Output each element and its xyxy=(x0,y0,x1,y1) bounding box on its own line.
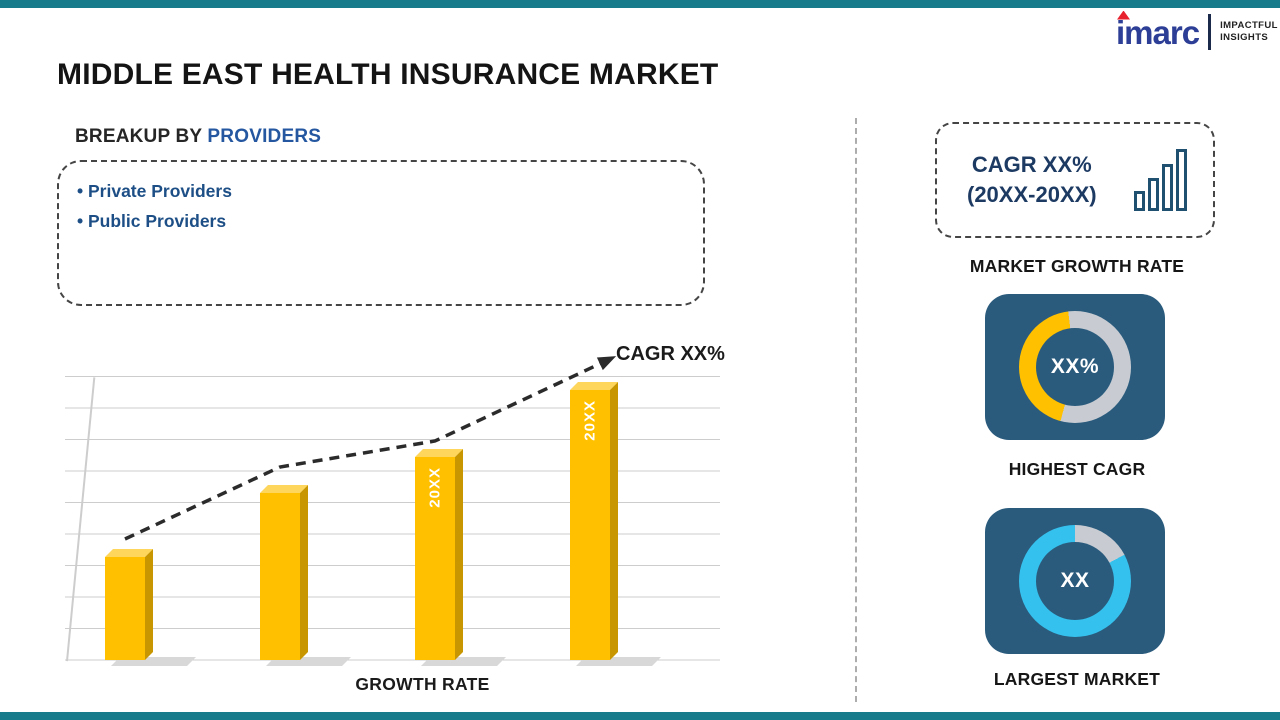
page-title: MIDDLE EAST HEALTH INSURANCE MARKET xyxy=(57,58,719,91)
largest-market-value: XX xyxy=(1060,569,1090,592)
logo-tagline: IMPACTFUL INSIGHTS xyxy=(1220,20,1278,45)
chart-bar-1 xyxy=(105,557,145,660)
largest-market-label: LARGEST MARKET xyxy=(993,669,1161,689)
breakup-heading-prefix: BREAKUP BY xyxy=(75,126,208,147)
donut-hole xyxy=(1036,328,1114,406)
breakup-heading: BREAKUP BY PROVIDERS xyxy=(75,126,321,148)
highest-cagr-tile: XX% xyxy=(985,294,1165,440)
cagr-growth-box: CAGR XX% (20XX-20XX) xyxy=(935,122,1215,238)
section-divider xyxy=(855,118,857,702)
cagr-annotation: CAGR XX% xyxy=(616,343,725,365)
bar-plot: 20XX 20XX xyxy=(60,340,732,700)
market-growth-rate-label: MARKET GROWTH RATE xyxy=(969,256,1185,276)
highest-cagr-value: XX% xyxy=(1050,355,1100,378)
bar-icon-segment xyxy=(1134,191,1145,211)
largest-market-donut-chart: XX xyxy=(1019,525,1131,637)
chart-x-axis-label: GROWTH RATE xyxy=(355,674,490,694)
imarc-logo: imarc IMPACTFUL INSIGHTS xyxy=(1116,10,1278,51)
bar-icon-segment xyxy=(1148,178,1159,211)
bar-year-label: 20XX xyxy=(581,400,599,441)
donut-hole xyxy=(1036,542,1114,620)
logo-tagline-line2: INSIGHTS xyxy=(1220,32,1269,43)
logo-red-accent-icon xyxy=(1117,10,1130,20)
chart-bar-2 xyxy=(260,493,300,660)
logo-wordmark: imarc xyxy=(1116,10,1200,51)
highest-cagr-label: HIGHEST CAGR xyxy=(1008,459,1146,479)
largest-market-tile: XX xyxy=(985,508,1165,654)
providers-list: • Private Providers • Public Providers xyxy=(59,162,703,236)
provider-list-item: • Private Providers xyxy=(77,181,232,201)
growth-bar-chart: 20XX 20XX CAGR XX% GROWTH RATE xyxy=(60,340,732,700)
provider-list-item: • Public Providers xyxy=(77,211,227,231)
logo-divider xyxy=(1208,14,1212,50)
breakup-heading-highlight: PROVIDERS xyxy=(207,126,322,147)
bar-icon-segment xyxy=(1162,164,1173,211)
bar-icon-segment xyxy=(1176,149,1187,211)
providers-box: • Private Providers • Public Providers xyxy=(57,160,705,306)
logo-tagline-line1: IMPACTFUL xyxy=(1220,19,1278,31)
cagr-period-line: (20XX-20XX) xyxy=(967,182,1097,207)
top-border-bar xyxy=(0,0,1280,8)
chart-bar-3: 20XX xyxy=(415,457,455,660)
highest-cagr-donut-chart: XX% xyxy=(1019,311,1131,423)
cagr-value-line: CAGR XX% xyxy=(971,152,1092,178)
bottom-border-bar xyxy=(0,712,1280,720)
logo-brand-text: imarc xyxy=(1116,13,1200,51)
chart-bar-4: 20XX xyxy=(570,390,610,660)
bar-year-label: 20XX xyxy=(426,467,444,508)
cagr-growth-text: CAGR XX% (20XX-20XX) xyxy=(967,150,1097,209)
bar-chart-icon xyxy=(1134,149,1187,211)
